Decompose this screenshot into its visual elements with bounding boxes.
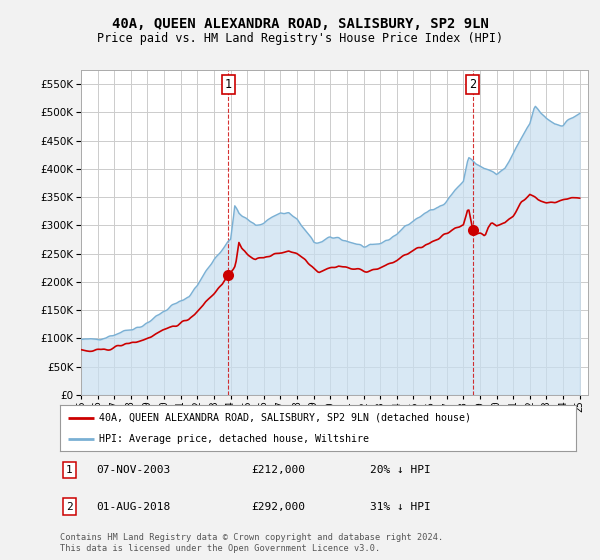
Text: 20% ↓ HPI: 20% ↓ HPI [370,465,430,475]
Text: 31% ↓ HPI: 31% ↓ HPI [370,502,430,511]
Text: 2: 2 [66,502,73,511]
Text: 1: 1 [224,78,232,91]
Text: 2: 2 [469,78,476,91]
Text: 40A, QUEEN ALEXANDRA ROAD, SALISBURY, SP2 9LN: 40A, QUEEN ALEXANDRA ROAD, SALISBURY, SP… [112,17,488,31]
Text: HPI: Average price, detached house, Wiltshire: HPI: Average price, detached house, Wilt… [98,435,368,444]
Text: 1: 1 [66,465,73,475]
Text: 01-AUG-2018: 01-AUG-2018 [96,502,170,511]
Text: Price paid vs. HM Land Registry's House Price Index (HPI): Price paid vs. HM Land Registry's House … [97,32,503,45]
Text: £212,000: £212,000 [251,465,305,475]
Text: Contains HM Land Registry data © Crown copyright and database right 2024.
This d: Contains HM Land Registry data © Crown c… [60,533,443,553]
Text: 07-NOV-2003: 07-NOV-2003 [96,465,170,475]
Text: 40A, QUEEN ALEXANDRA ROAD, SALISBURY, SP2 9LN (detached house): 40A, QUEEN ALEXANDRA ROAD, SALISBURY, SP… [98,413,471,423]
Text: £292,000: £292,000 [251,502,305,511]
